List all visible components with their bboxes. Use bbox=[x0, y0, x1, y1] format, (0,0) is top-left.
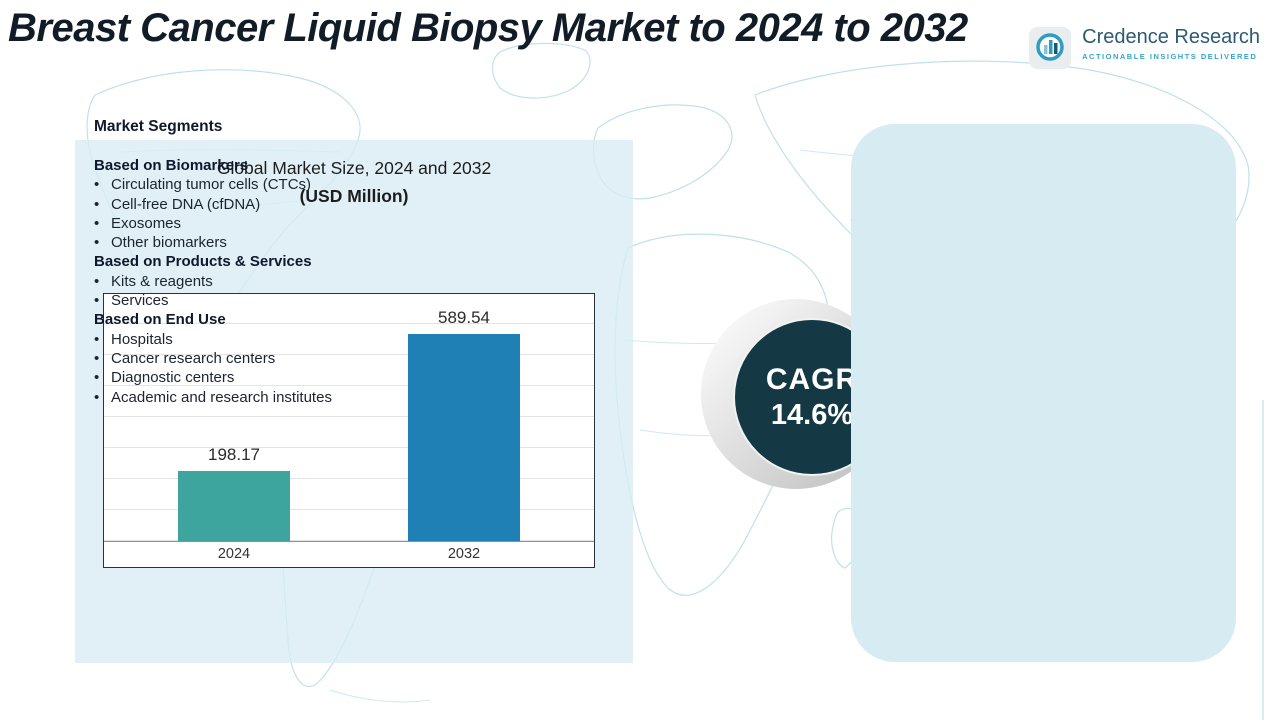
segment-item-label: Academic and research institutes bbox=[111, 388, 332, 406]
segment-item: • Academic and research institutes bbox=[94, 388, 334, 407]
chart-heading: Global Market Size, 2024 and 2032 (USD M… bbox=[75, 158, 633, 207]
segment-item-label: Kits & reagents bbox=[111, 272, 213, 290]
bar-value-label: 589.54 bbox=[438, 308, 490, 327]
x-axis-label: 2024 bbox=[217, 546, 251, 562]
x-axis-row: 2024 2032 bbox=[104, 541, 594, 567]
bullet-icon: • bbox=[94, 272, 100, 290]
segment-item: • Cell-free DNA (cfDNA) bbox=[94, 195, 334, 214]
segment-item-label: Exosomes bbox=[111, 214, 182, 232]
bar-value-label: 198.17 bbox=[208, 445, 260, 464]
segment-item-label: Circulating tumor cells (CTCs) bbox=[111, 176, 312, 194]
bullet-icon: • bbox=[94, 214, 100, 232]
bar-column: 198.17 bbox=[178, 445, 290, 541]
logo-tagline: Actionable Insights Delivered bbox=[1082, 52, 1258, 61]
bullet-icon: • bbox=[94, 292, 100, 310]
segment-item: • Exosomes bbox=[94, 214, 334, 233]
bullet-icon: • bbox=[94, 330, 100, 348]
market-segments-content: Market Segments Based on Biomarkers • Circ… bbox=[94, 118, 334, 407]
logo: Credence Research Actionable Insights De… bbox=[1028, 26, 1260, 75]
segment-group-title: Based on End Use bbox=[94, 311, 226, 329]
segment-item: • Other biomarkers bbox=[94, 233, 334, 252]
segment-item: • Diagnostic centers bbox=[94, 368, 334, 387]
bar-column: 589.54 bbox=[408, 308, 520, 541]
bullet-icon: • bbox=[94, 369, 100, 387]
segment-item-label: Cell-free DNA (cfDNA) bbox=[111, 195, 261, 213]
bullet-icon: • bbox=[94, 388, 100, 406]
bar-plot: 198.17 589.54 bbox=[104, 294, 594, 541]
bar-chart: 198.17 589.54 2024 2032 bbox=[103, 293, 595, 568]
segment-item-label: Diagnostic centers bbox=[111, 369, 235, 387]
segment-item-label: Cancer research centers bbox=[111, 349, 276, 367]
segments-heading: Market Segments bbox=[94, 118, 223, 135]
segment-group-title: Based on Products & Services bbox=[94, 253, 312, 271]
bar-2024 bbox=[178, 471, 290, 541]
segment-item: • Kits & reagents bbox=[94, 272, 334, 291]
market-segments-panel bbox=[851, 124, 1236, 662]
segment-item: • Services bbox=[94, 291, 334, 310]
segment-item-label: Services bbox=[111, 292, 169, 310]
bullet-icon: • bbox=[94, 234, 100, 252]
segment-group-title: Based on Biomarkers bbox=[94, 157, 249, 174]
cagr-label: CAGR bbox=[765, 362, 859, 396]
segment-item-label: Other biomarkers bbox=[111, 234, 227, 252]
chart-heading-line2: (USD Million) bbox=[299, 186, 409, 206]
segment-groups: Based on Biomarkers • Circulating tumor ce… bbox=[94, 156, 334, 407]
x-axis-label: 2032 bbox=[447, 546, 481, 562]
segment-item: • Circulating tumor cells (CTCs) bbox=[94, 175, 334, 194]
cagr-value: 14.6% bbox=[770, 398, 854, 431]
page-title: Breast Cancer Liquid Biopsy Market to 20… bbox=[8, 6, 968, 50]
bullet-icon: • bbox=[94, 176, 100, 194]
segment-item: • Cancer research centers bbox=[94, 349, 334, 368]
segment-item-label: Hospitals bbox=[111, 330, 173, 348]
bullet-icon: • bbox=[94, 349, 100, 367]
bar-2032 bbox=[408, 334, 520, 541]
bullet-icon: • bbox=[94, 195, 100, 213]
segment-item: • Hospitals bbox=[94, 330, 334, 349]
logo-name: Credence Research bbox=[1082, 26, 1260, 48]
bar-chart-logo-icon bbox=[1028, 26, 1072, 75]
chart-heading-line1: Global Market Size, 2024 and 2032 bbox=[216, 158, 492, 178]
